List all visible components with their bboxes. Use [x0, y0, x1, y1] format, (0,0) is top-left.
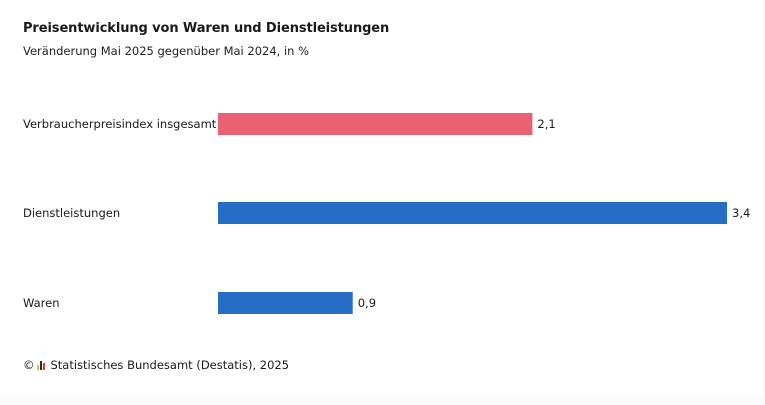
source-text: Statistisches Bundesamt (Destatis), 2025: [50, 358, 290, 372]
value-label: 0,9: [358, 296, 376, 310]
value-label: 3,4: [732, 206, 750, 220]
category-label: Waren: [23, 296, 60, 310]
category-label: Dienstleistungen: [23, 206, 120, 220]
category-label: Verbraucherpreisindex insgesamt: [23, 117, 217, 131]
destatis-logo-icon: [36, 360, 47, 370]
bar: [218, 292, 353, 314]
chart-subtitle: Veränderung Mai 2025 gegenüber Mai 2024,…: [23, 44, 310, 58]
bar-chart: Verbraucherpreisindex insgesamt 2,1 Dienst…: [23, 113, 750, 314]
chart-card: Preisentwicklung von Waren und Dienstlei…: [23, 21, 751, 372]
source-footer: © Statistisches Bundesamt (Destatis), 20…: [23, 358, 289, 372]
copyright-symbol: ©: [23, 358, 35, 372]
value-label: 2,1: [537, 117, 555, 131]
chart-title: Preisentwicklung von Waren und Dienstlei…: [23, 21, 390, 36]
bar: [218, 202, 727, 224]
bar: [218, 113, 533, 135]
